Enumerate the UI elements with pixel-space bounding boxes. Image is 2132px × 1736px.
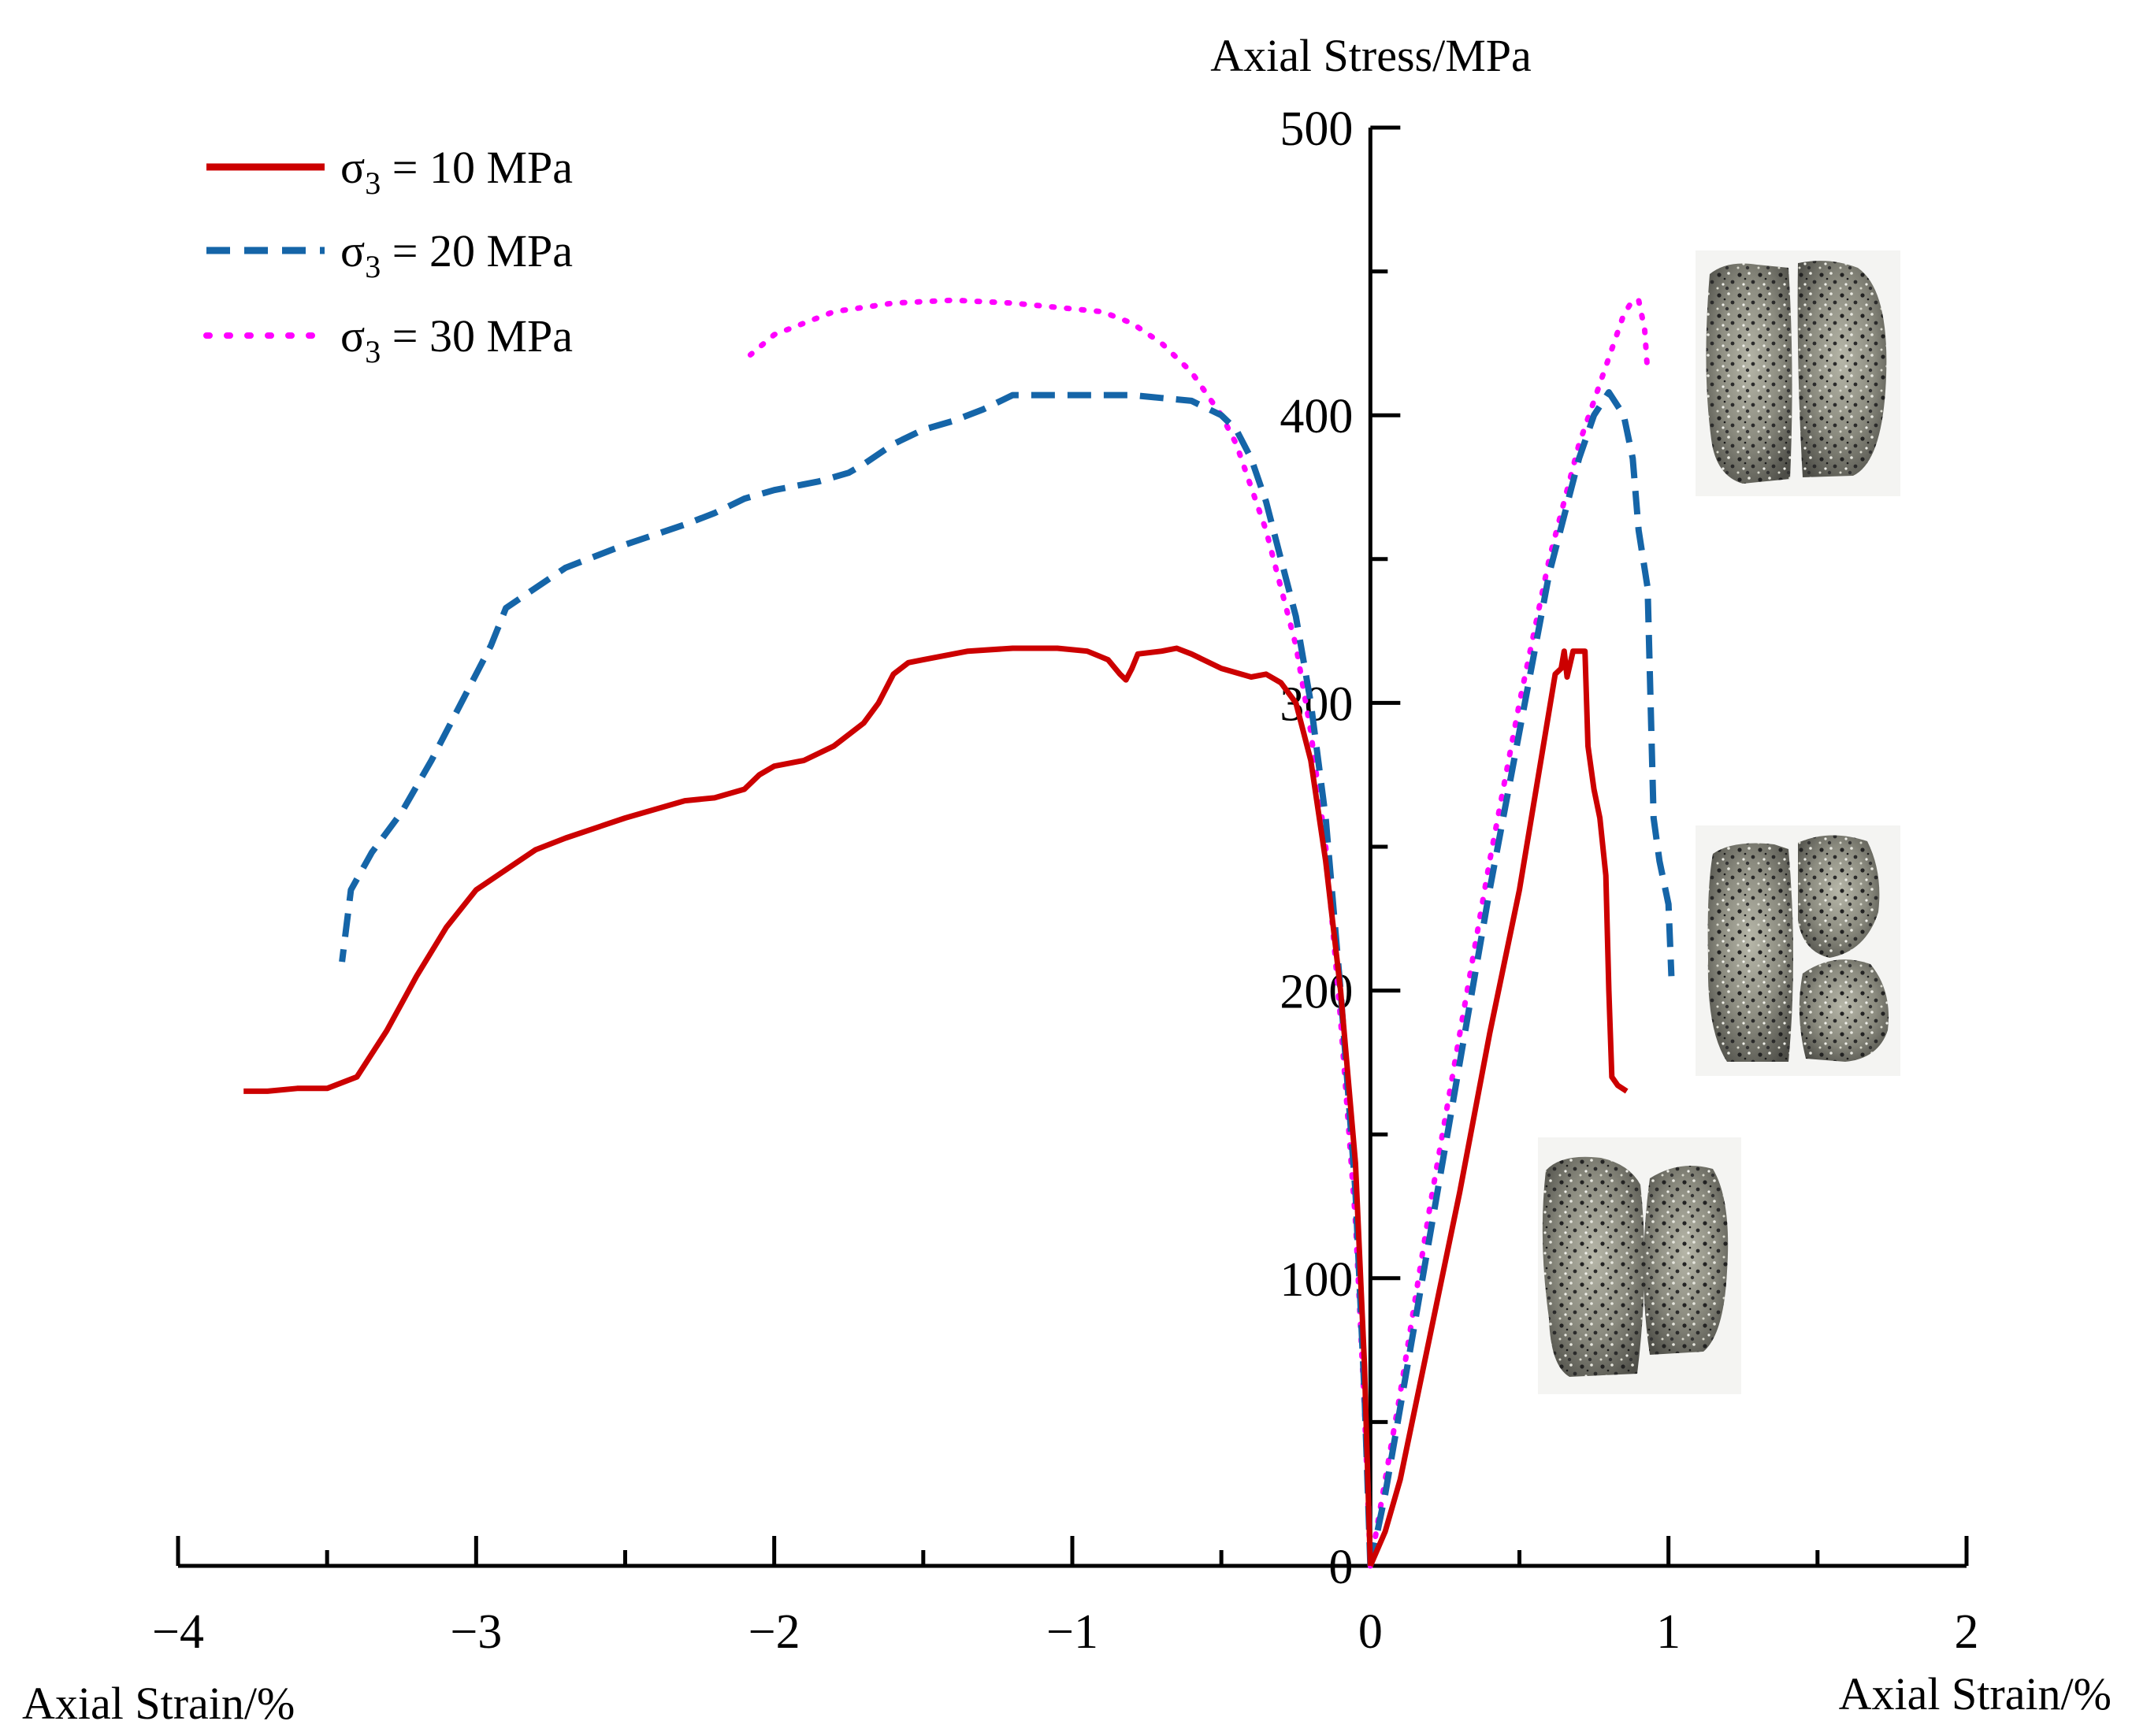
svg-text:σ3 = 10 MPa: σ3 = 10 MPa [340,142,573,201]
legend-label-20mpa-main: σ [340,225,365,276]
series-layer [243,297,1675,1569]
legend-label-10mpa-sub: 3 [365,165,381,201]
x-tick-label: −1 [1046,1605,1098,1659]
series-10mpa-axial-line [1368,648,1629,1567]
x-axis-title-right: Axial Strain/% [1839,1668,2112,1719]
specimen-photo-30mpa [1696,250,1900,496]
legend-label-10mpa-rest: = 10 MPa [381,142,573,193]
legend-label-30mpa-sub: 3 [365,334,381,369]
series-20mpa-axial-line [1367,389,1675,1567]
legend-label-10mpa-main: σ [340,142,365,193]
legend-entry-10mpa: σ3 = 10 MPa [206,142,573,201]
series-10mpa-lateral-line [243,645,1373,1567]
y-tick-label: 500 [1280,102,1353,156]
y-tick-label: 0 [1328,1541,1353,1594]
legend-label-20mpa-sub: 3 [365,249,381,284]
legend-label-30mpa-main: σ [340,310,365,362]
y-tick-label: 400 [1280,390,1353,443]
legend-entry-30mpa: σ3 = 30 MPa [203,310,573,369]
x-tick-label: 0 [1358,1605,1383,1659]
legend: σ3 = 10 MPa σ3 = 20 MPa σ3 = 30 MPa [203,142,573,369]
legend-label-20mpa-rest: = 20 MPa [381,225,573,276]
y-axis-title: Axial Stress/MPa [1210,30,1532,81]
x-tick-label: −2 [748,1605,800,1659]
legend-label-30mpa-rest: = 30 MPa [381,310,573,362]
legend-entry-20mpa: σ3 = 20 MPa [206,225,573,284]
specimen-photo-20mpa [1696,825,1900,1076]
x-tick-label: 2 [1955,1605,1979,1659]
svg-text:σ3 = 30 MPa: σ3 = 30 MPa [340,310,573,369]
series-30mpa-lateral-line [747,297,1373,1569]
x-tick-label: 1 [1656,1605,1681,1659]
specimen-photo-10mpa [1538,1137,1741,1394]
x-axis-title-left: Axial Strain/% [22,1678,295,1729]
y-tick-label: 100 [1280,1253,1353,1307]
series-20mpa-lateral-line [339,391,1374,1567]
series-30mpa-axial-line [1367,297,1651,1569]
x-tick-label: −4 [152,1605,204,1659]
x-tick-label: −3 [450,1605,502,1659]
svg-text:σ3 = 20 MPa: σ3 = 20 MPa [340,225,573,284]
